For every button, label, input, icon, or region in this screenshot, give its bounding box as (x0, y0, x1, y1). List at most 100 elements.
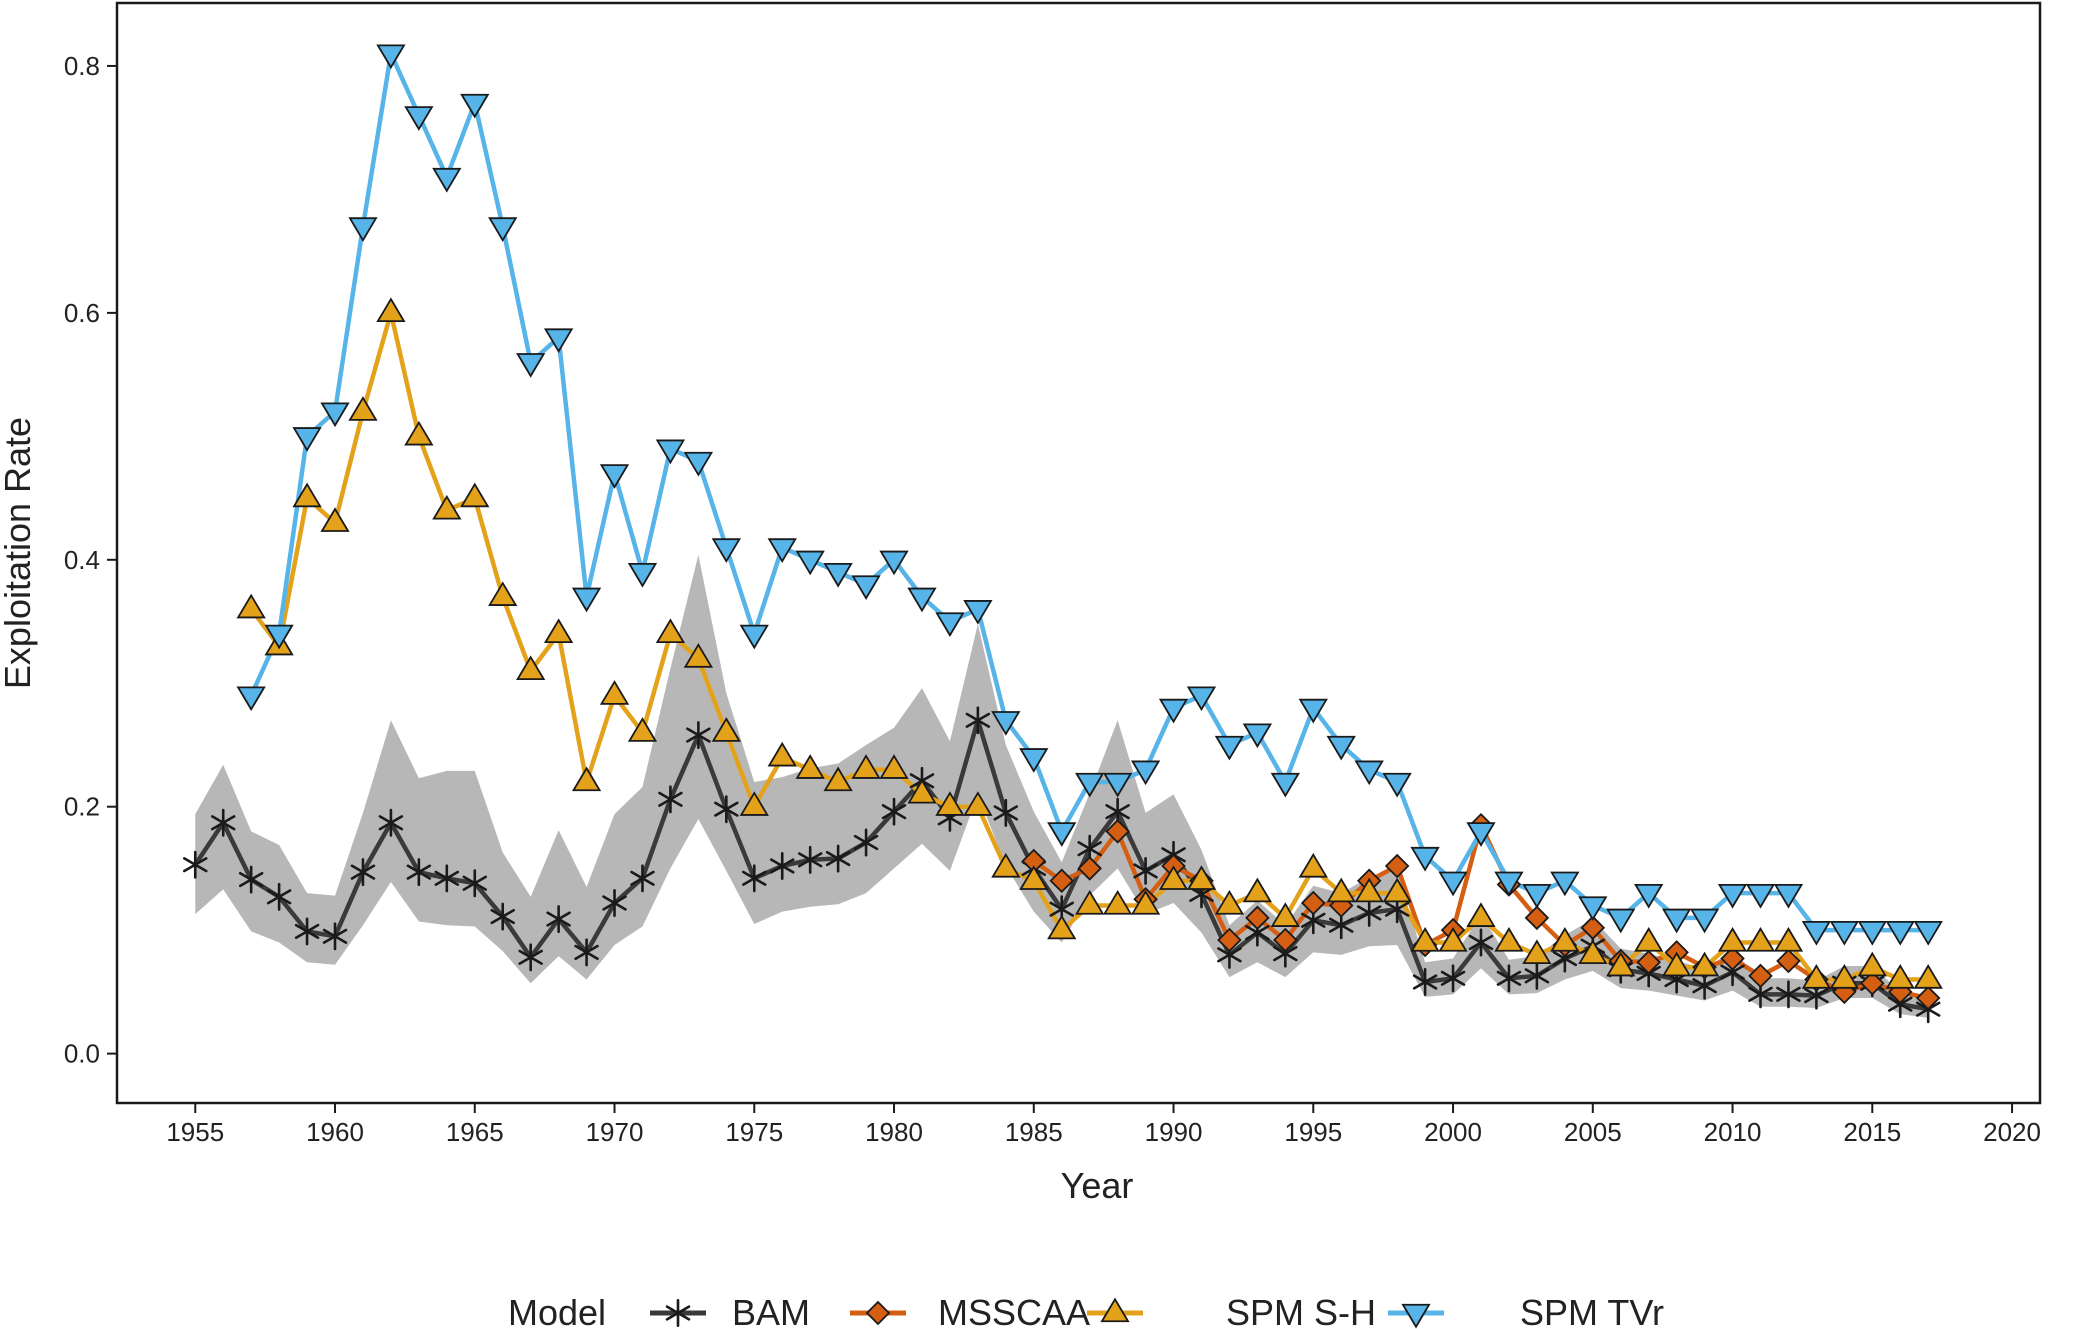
point-spm-tvr-1984 (991, 711, 1021, 736)
point-spm-tvr-1963 (404, 106, 434, 131)
point-spm-tvr-1974 (711, 538, 741, 563)
point-spm-tvr-1987 (1075, 772, 1105, 798)
point-spm-tvr-2003 (1522, 883, 1552, 909)
point-spm-s-h-1991 (1186, 865, 1217, 890)
point-spm-s-h-1992 (1214, 889, 1245, 915)
point-spm-s-h-2010 (1717, 926, 1748, 952)
point-spm-tvr-1970 (599, 464, 630, 489)
point-spm-s-h-1970 (599, 680, 630, 705)
point-spm-s-h-1981 (907, 778, 937, 804)
point-bam-1969 (574, 938, 599, 967)
x-tick-label-1955: 1955 (166, 1117, 224, 1147)
point-spm-s-h-2007 (1634, 926, 1664, 952)
point-spm-tvr-1978 (823, 562, 853, 588)
point-bam-1970 (602, 889, 627, 917)
point-bam-1978 (825, 844, 851, 873)
point-spm-s-h-1960 (320, 507, 350, 532)
point-bam-1976 (769, 852, 795, 880)
point-bam-1968 (546, 905, 571, 933)
point-spm-s-h-1995 (1298, 852, 1328, 878)
point-spm-s-h-1972 (655, 618, 686, 644)
point-bam-1980 (881, 797, 907, 826)
legend-item-spm-s-h: SPM S-H (1087, 1292, 1376, 1329)
point-spm-s-h-1993 (1242, 877, 1273, 903)
point-spm-tvr-1958 (264, 624, 294, 650)
point-spm-s-h-1987 (1075, 889, 1105, 915)
point-bam-1966 (490, 902, 515, 931)
x-tick-label-1990: 1990 (1145, 1117, 1203, 1147)
y-axis: 0.0 0.2 0.4 0.6 0.8 (64, 51, 117, 1069)
point-spm-tvr-1989 (1130, 760, 1161, 786)
point-bam-1979 (853, 828, 879, 857)
point-spm-s-h-2014 (1829, 964, 1859, 989)
point-spm-tvr-1969 (571, 587, 602, 613)
point-spm-s-h-2016 (1885, 964, 1915, 989)
x-tick-label-1960: 1960 (306, 1117, 364, 1147)
point-spm-s-h-1979 (851, 754, 881, 779)
point-bam-2001 (1468, 928, 1494, 957)
point-spm-s-h-1996 (1326, 877, 1356, 903)
point-spm-s-h-2000 (1438, 926, 1468, 952)
point-spm-s-h-1983 (963, 791, 993, 816)
point-spm-s-h-2003 (1522, 939, 1552, 965)
point-bam-1955 (183, 850, 208, 879)
point-bam-1967 (518, 943, 543, 972)
point-spm-s-h-2001 (1466, 902, 1496, 927)
x-tick-label-1995: 1995 (1284, 1117, 1342, 1147)
legend-key-marker-msscaa (865, 1300, 891, 1326)
point-bam-1973 (686, 721, 711, 750)
y-tick-label-0: 0.0 (64, 1039, 100, 1069)
point-spm-tvr-2010 (1717, 883, 1748, 909)
point-spm-s-h-1961 (348, 396, 378, 421)
y-tick-label-4: 0.8 (64, 51, 100, 81)
point-msscaa-2017 (1915, 985, 1941, 1011)
point-spm-tvr-1986 (1047, 822, 1077, 847)
point-spm-s-h-1997 (1354, 877, 1384, 903)
point-bam-1999 (1412, 968, 1438, 996)
point-msscaa-2003 (1524, 905, 1550, 931)
point-spm-tvr-1965 (460, 93, 490, 119)
point-spm-s-h-2013 (1801, 964, 1832, 989)
point-spm-tvr-1967 (516, 353, 546, 378)
point-spm-s-h-1965 (460, 482, 490, 508)
legend-item-spm-tvr: SPM TVr (1388, 1292, 1664, 1329)
plot-panel-border (115, 1, 2042, 1105)
point-bam-1956 (210, 808, 236, 837)
point-spm-tvr-1977 (795, 550, 825, 576)
point-spm-tvr-1982 (935, 612, 965, 638)
point-spm-s-h-1968 (543, 618, 574, 644)
point-bam-1972 (658, 785, 683, 814)
point-bam-2002 (1496, 964, 1522, 993)
point-spm-tvr-2004 (1550, 871, 1580, 897)
point-spm-tvr-1980 (879, 550, 909, 576)
point-spm-tvr-1992 (1214, 735, 1245, 761)
point-spm-s-h-2006 (1606, 951, 1636, 977)
point-spm-s-h-1975 (739, 791, 769, 816)
point-spm-s-h-1998 (1382, 877, 1412, 903)
point-spm-tvr-2016 (1885, 921, 1915, 946)
point-spm-s-h-2002 (1494, 926, 1524, 952)
x-axis-title: Year (1061, 1165, 1134, 1206)
y-tick-label-1: 0.2 (64, 792, 100, 822)
x-axis: 1955 1960 1965 1970 1975 1980 1985 1990 1995 2000… (166, 1103, 2041, 1147)
legend-label-msscaa: MSSCAA (938, 1292, 1090, 1329)
point-spm-s-h-1994 (1270, 902, 1300, 927)
point-spm-tvr-1985 (1019, 748, 1049, 773)
point-spm-tvr-2015 (1857, 921, 1887, 946)
point-msscaa-2012 (1776, 948, 1801, 974)
y-tick-label-2: 0.4 (64, 545, 100, 575)
point-spm-tvr-1975 (739, 624, 769, 650)
point-spm-tvr-1959 (292, 427, 322, 452)
point-bam-1964 (434, 864, 460, 893)
point-msscaa-1998 (1384, 853, 1410, 879)
point-spm-s-h-1962 (376, 297, 406, 323)
point-spm-s-h-1964 (432, 494, 462, 520)
point-msscaa-2010 (1720, 946, 1745, 971)
point-spm-tvr-1964 (432, 167, 462, 193)
x-tick-label-2020: 2020 (1983, 1117, 2041, 1147)
point-spm-tvr-1973 (683, 451, 714, 477)
point-spm-tvr-1960 (320, 402, 350, 428)
point-msscaa-1986 (1049, 868, 1075, 894)
legend-label-spm-s-h: SPM S-H (1226, 1292, 1376, 1329)
